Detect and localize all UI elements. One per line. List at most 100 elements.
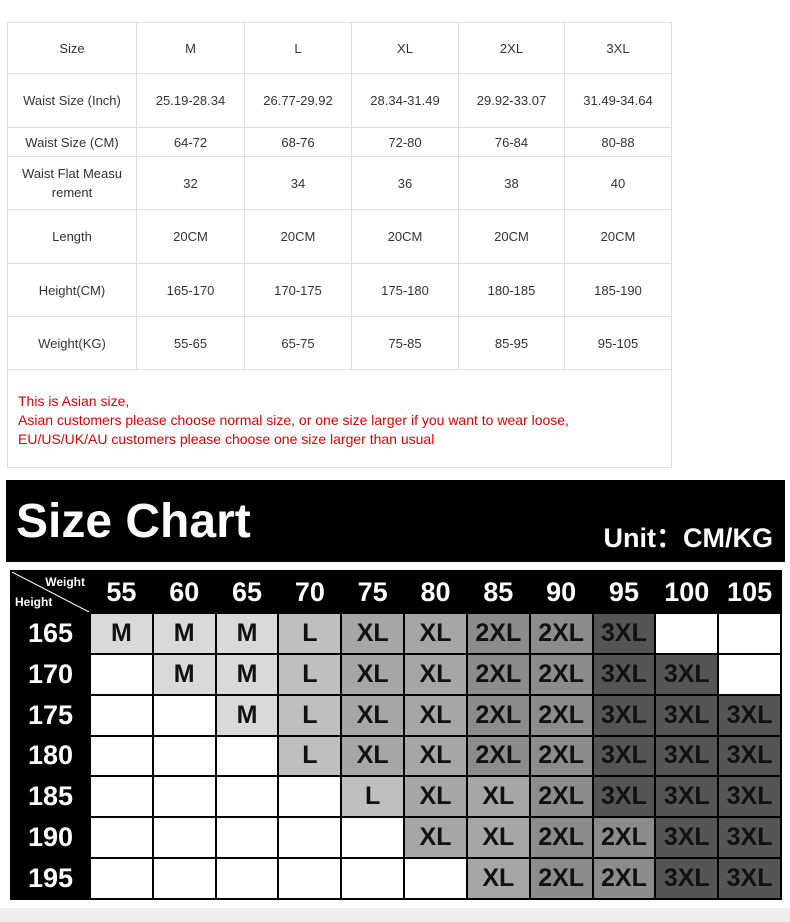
size-cell: 3XL [593,614,655,653]
table-cell: 25.19-28.34 [136,73,245,128]
diagonal [12,572,89,612]
size-cell: 3XL [719,859,780,898]
table-cell: 28.34-31.49 [351,73,459,128]
note-line: This is Asian size, [18,393,130,409]
size-cell: 3XL [719,818,780,858]
row-label: Waist Size (Inch) [7,73,137,128]
height-header: 175 [12,695,89,735]
table-cell: 180-185 [458,263,565,317]
weight-header: 70 [279,572,341,612]
row-label: Waist Size (CM) [7,127,137,157]
table-cell: 20CM [458,209,565,264]
size-cell [216,736,278,776]
table-cell: 175-180 [351,263,459,317]
size-cell: 2XL [467,614,529,653]
table-cell: 34 [244,156,352,210]
size-table: Size M L XL 2XL 3XL Waist Size (Inch) 25.19-28.… [7,22,672,468]
header-cell: 3XL [564,22,672,74]
table-cell: 170-175 [244,263,352,317]
chart-title: Size Chart [16,495,251,548]
size-cell: 3XL [656,654,718,694]
height-header: 165 [12,614,89,653]
size-cell [342,818,404,858]
size-cell [91,859,152,898]
note-cell: This is Asian size, Asian customers pleas… [7,369,672,468]
table-cell: 20CM [564,209,672,264]
size-cell: XL [342,614,404,653]
table-cell: 20CM [244,209,352,264]
weight-header: 100 [656,572,718,612]
size-cell [91,654,152,694]
size-cell [153,777,215,817]
table-cell: 20CM [136,209,245,264]
weight-header: 60 [153,572,215,612]
size-cell: M [216,695,278,735]
size-cell: 2XL [467,736,529,776]
size-cell [342,859,404,898]
size-cell: 3XL [656,859,718,898]
size-cell [719,654,780,694]
table-row: Height(CM) 165-170 170-175 175-180 180-185 18… [7,263,672,317]
table-cell: 29.92-33.07 [458,73,565,128]
size-cell: 3XL [656,818,718,858]
table-cell: 40 [564,156,672,210]
size-cell: M [216,614,278,653]
size-cell: L [279,614,341,653]
size-cell [216,859,278,898]
size-cell [153,818,215,858]
size-cell: 3XL [593,736,655,776]
size-cell: 3XL [593,695,655,735]
table-row: Waist Size (CM) 64-72 68-76 72-80 76-84 80-88 [7,127,672,157]
table-cell: 72-80 [351,127,459,157]
table-cell: 80-88 [564,127,672,157]
size-cell: XL [342,736,404,776]
table-cell: 85-95 [458,316,565,370]
weight-header: 55 [91,572,152,612]
size-cell: 2XL [530,614,592,653]
size-cell [91,736,152,776]
weight-header: 75 [342,572,404,612]
table-cell: 68-76 [244,127,352,157]
table-cell: 55-65 [136,316,245,370]
size-cell: M [216,654,278,694]
size-cell: 3XL [719,695,780,735]
weight-header: 85 [467,572,529,612]
size-cell [279,859,341,898]
size-cell [91,695,152,735]
table-cell: 95-105 [564,316,672,370]
size-cell: M [153,614,215,653]
size-cell [279,818,341,858]
table-cell: 65-75 [244,316,352,370]
row-label: Waist Flat Measurement [7,156,137,210]
size-cell: XL [342,695,404,735]
size-cell: XL [467,818,529,858]
row-label: Height(CM) [7,263,137,317]
size-cell [216,777,278,817]
size-cell: M [91,614,152,653]
size-cell [91,818,152,858]
header-cell: L [244,22,352,74]
size-grid: Weight Height 55 60 65 70 75 80 85 90 95 100 105 165 M… [10,570,782,900]
weight-header: 105 [719,572,780,612]
size-cell: 2XL [593,859,655,898]
table-cell: 76-84 [458,127,565,157]
size-cell: L [279,695,341,735]
table-row: Waist Size (Inch) 25.19-28.34 26.77-29.92 2… [7,73,672,128]
size-cell: XL [405,777,466,817]
size-cell: 2XL [530,859,592,898]
table-cell: 31.49-34.64 [564,73,672,128]
size-cell: 2XL [530,818,592,858]
banner: Size Chart Unit：CM/KG [6,480,785,562]
size-cell [656,614,718,653]
table-cell: 75-85 [351,316,459,370]
corner-top: Weight [45,575,85,589]
header-cell: Size [7,22,137,74]
size-cell: XL [405,695,466,735]
height-header: 195 [12,859,89,898]
size-cell: XL [405,736,466,776]
size-cell: 3XL [593,654,655,694]
corner-cell: Weight Height [12,572,89,612]
size-cell [153,736,215,776]
table-row: Weight(KG) 55-65 65-75 75-85 85-95 95-105 [7,316,672,370]
